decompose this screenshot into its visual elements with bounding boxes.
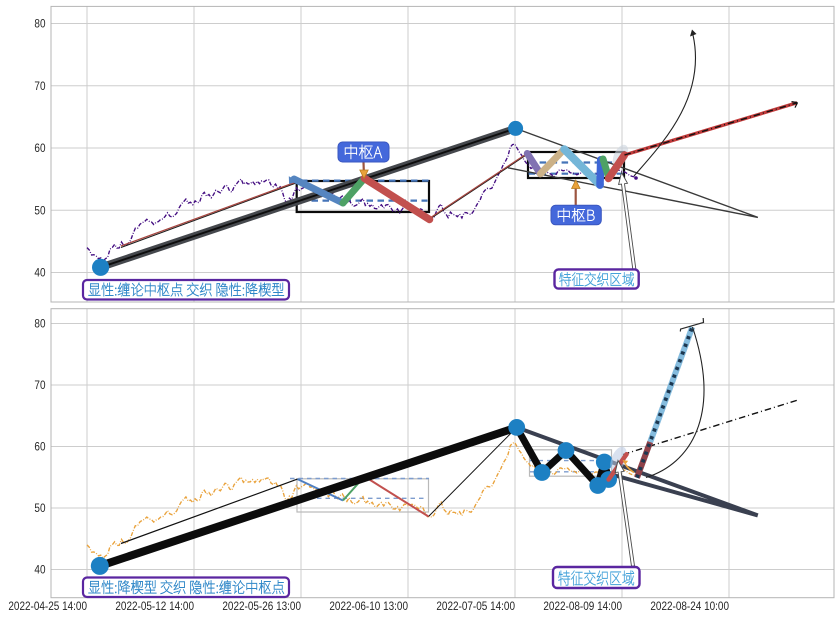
svg-text:2022-06-10 13:00: 2022-06-10 13:00 — [329, 600, 408, 613]
svg-text:2022-07-05 14:00: 2022-07-05 14:00 — [436, 600, 515, 613]
svg-text:50: 50 — [34, 502, 45, 515]
svg-text:60: 60 — [34, 142, 45, 155]
svg-text:70: 70 — [34, 379, 45, 392]
svg-text:40: 40 — [34, 564, 45, 577]
svg-text:2022-04-25 14:00: 2022-04-25 14:00 — [8, 600, 87, 613]
svg-text:80: 80 — [34, 318, 45, 331]
svg-text:2022-05-26 13:00: 2022-05-26 13:00 — [222, 600, 301, 613]
svg-text:80: 80 — [34, 18, 45, 31]
svg-text:2022-05-12 14:00: 2022-05-12 14:00 — [115, 600, 194, 613]
svg-text:70: 70 — [34, 80, 45, 93]
svg-text:2022-08-24 10:00: 2022-08-24 10:00 — [650, 600, 729, 613]
svg-text:40: 40 — [34, 267, 45, 280]
svg-text:50: 50 — [34, 205, 45, 218]
svg-text:2022-08-09 14:00: 2022-08-09 14:00 — [543, 600, 622, 613]
svg-text:60: 60 — [34, 441, 45, 454]
